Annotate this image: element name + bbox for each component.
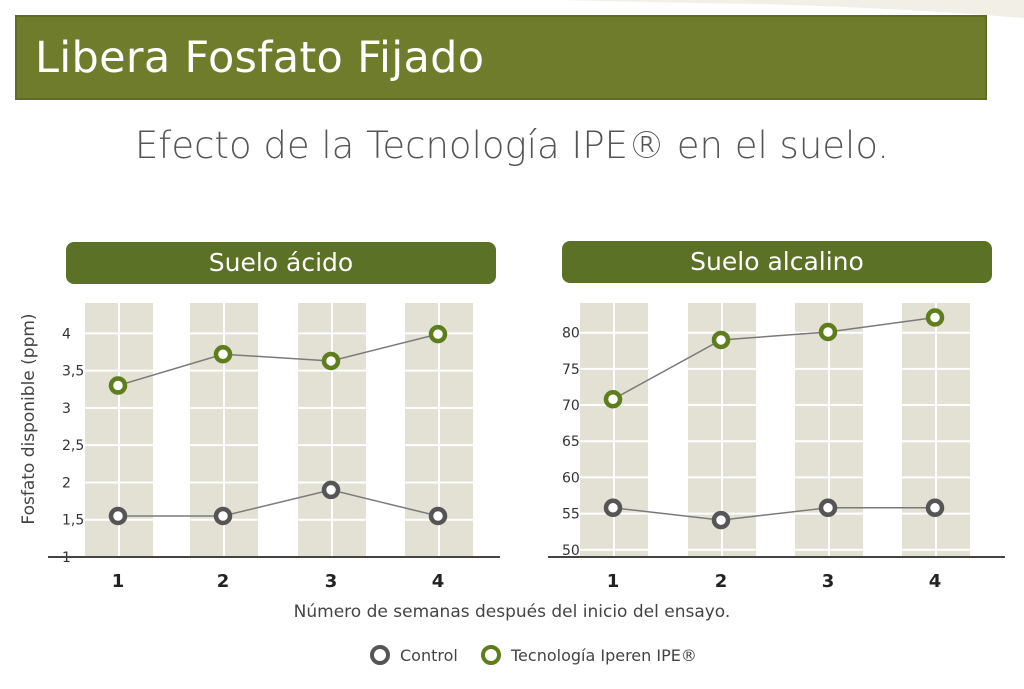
corner-decoration [560,0,1024,18]
ipe-point-3 [818,322,838,342]
x-tick-label: 1 [112,571,125,592]
ipe-point-1 [108,376,128,395]
legend-label-control: Control [400,645,458,665]
y-tick-label: 75 [562,362,580,378]
y-tick-label: 2,5 [62,438,84,454]
ipe-marker-icon [481,645,501,665]
x-tick-label: 2 [715,571,728,592]
y-tick-label: 80 [562,326,580,342]
x-tick-label: 2 [217,571,230,592]
y-tick-label: 3 [62,401,71,417]
control-series-line [118,489,439,517]
y-axis-label: Fosfato disponible (ppm) [19,313,39,525]
x-axis-label: Número de semanas después del inicio del… [293,602,731,622]
x-tick-label: 4 [929,571,942,592]
control-point-2 [213,506,233,526]
control-point-4 [925,498,945,518]
control-point-3 [321,480,341,500]
y-tick-label: 2 [62,475,71,491]
legend-item-control: Control [370,645,458,665]
x-tick-label: 3 [822,571,835,592]
ipe-point-2 [213,344,233,364]
y-tick-label: 70 [562,398,580,414]
control-series-line [612,507,935,521]
y-tick-label: 3,5 [62,364,84,380]
legend: Control Tecnología Iperen IPE® [0,645,1024,669]
control-point-3 [818,498,838,518]
legend-item-ipe: Tecnología Iperen IPE® [481,645,697,665]
legend-label-ipe: Tecnología Iperen IPE® [511,645,697,665]
chart-suelo-alcalino: 50 55 60 65 70 75 80 1 2 3 4 [548,303,1005,592]
y-tick-label: 60 [562,470,580,486]
control-point-1 [108,506,128,526]
x-tick-label: 3 [325,571,338,592]
y-tick-label: 55 [562,507,580,523]
ipe-point-4 [428,324,448,344]
chart-title-alkaline: Suelo alcalino [562,241,992,283]
ipe-point-2 [711,330,731,350]
page-title: Libera Fosfato Fijado [35,33,485,83]
ipe-point-1 [603,390,623,409]
ipe-point-4 [925,308,945,327]
y-tick-label: 50 [562,543,580,559]
title-banner: Libera Fosfato Fijado [15,15,987,100]
control-marker-icon [370,645,390,665]
page-subtitle: Efecto de la Tecnología IPE® en el suelo… [134,124,890,167]
y-tick-label: 4 [62,326,71,342]
x-tick-label: 4 [432,571,445,592]
x-tick-label: 1 [607,571,620,592]
y-tick-label: 1,5 [62,513,84,529]
ipe-series-line [612,316,936,400]
chart-title-acid: Suelo ácido [66,242,496,284]
control-point-1 [603,498,623,518]
y-tick-label: 65 [562,434,580,450]
control-point-4 [428,506,448,526]
ipe-series-line [117,333,439,387]
control-point-2 [711,510,731,530]
ipe-point-3 [321,351,341,371]
